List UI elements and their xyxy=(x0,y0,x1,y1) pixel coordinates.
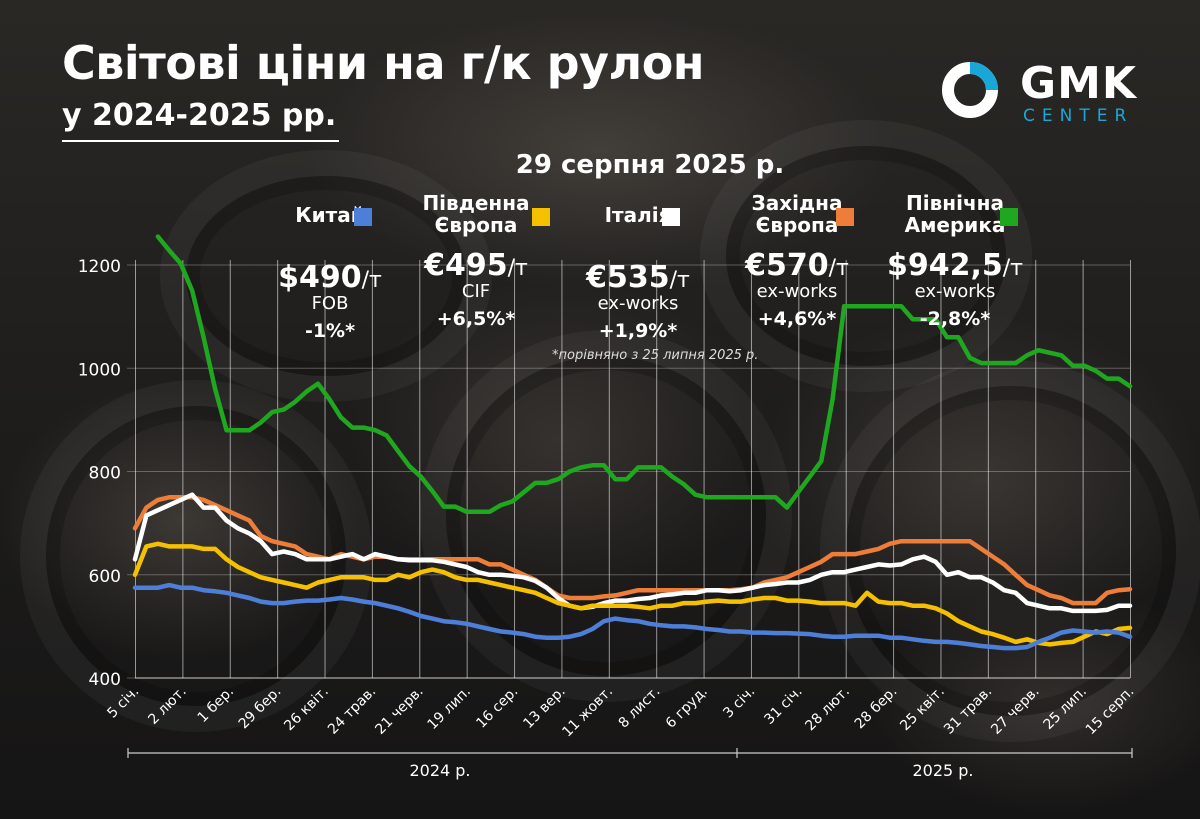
legend-item: Південна Європа €495/т CIF +6,5%* xyxy=(386,192,566,330)
price-value: $490 xyxy=(278,260,362,295)
price-unit: /т xyxy=(1002,256,1023,281)
x-tick-label: 1 бер. xyxy=(195,684,237,726)
x-tick-label: 29 бер. xyxy=(236,684,285,733)
y-tick-label: 600 xyxy=(89,567,121,587)
report-date: 29 серпня 2025 р. xyxy=(515,150,785,180)
gmk-ring-logo-icon xyxy=(942,62,998,118)
legend-name-line: Китай xyxy=(295,203,365,227)
year-label: 2024 р. xyxy=(409,761,470,780)
price-unit: /т xyxy=(828,256,849,281)
x-tick-label: 8 лист. xyxy=(616,684,664,732)
legend-change: +6,5%* xyxy=(436,308,516,330)
legend-item: Китай $490/т FOB -1%* xyxy=(240,204,420,342)
comparison-note: *порівняно з 25 липня 2025 р. xyxy=(552,348,759,363)
gmk-logo: GMK CENTER xyxy=(940,58,1150,128)
legend-price: €535/т xyxy=(548,260,728,295)
year-label: 2025 р. xyxy=(912,761,973,780)
y-tick-label: 1000 xyxy=(78,360,121,380)
legend-basis: CIF xyxy=(461,281,491,302)
legend-price: $490/т xyxy=(240,260,420,295)
y-tick-label: 800 xyxy=(89,464,121,484)
logo-sub: CENTER xyxy=(1023,106,1134,126)
legend-name-line: Європа xyxy=(755,213,839,237)
legend-swatch xyxy=(354,208,372,226)
x-tick-label: 2 лют. xyxy=(145,684,189,728)
x-tick-label: 19 лип. xyxy=(425,684,474,733)
x-tick-label: 28 бер. xyxy=(852,684,901,733)
legend-change: +1,9%* xyxy=(598,320,678,342)
price-unit: /т xyxy=(361,268,382,293)
page-subtitle: у 2024-2025 рр. xyxy=(62,98,337,133)
legend-item: Західна Європа €570/т ex-works +4,6%* xyxy=(707,192,887,330)
y-tick-label: 1200 xyxy=(78,257,121,277)
x-tick-label: 27 черв. xyxy=(988,684,1042,738)
legend-price: €570/т xyxy=(707,248,887,283)
series-line xyxy=(132,582,1133,651)
legend-name-line: Північна xyxy=(906,191,1004,215)
legend-name-line: Італія xyxy=(604,203,672,227)
page-title: Світові ціни на г/к рулон xyxy=(62,36,705,90)
legend-basis: ex-works xyxy=(597,293,679,314)
x-tick-label: 6 груд. xyxy=(663,684,711,732)
legend-swatch xyxy=(836,208,854,226)
legend-item: Італія €535/т ex-works +1,9%* xyxy=(548,204,728,342)
legend-name-line: Західна xyxy=(751,191,843,215)
price-value: $942,5 xyxy=(886,248,1003,283)
x-tick-label: 31 трав. xyxy=(941,684,995,738)
legend-price: €495/т xyxy=(386,248,566,283)
legend-change: +4,6%* xyxy=(757,308,837,330)
legend-swatch xyxy=(1000,208,1018,226)
price-value: €570 xyxy=(745,248,829,283)
legend-name-line: Європа xyxy=(434,213,518,237)
x-tick-label: 15 серп. xyxy=(1083,684,1138,739)
x-tick-label: 28 лют. xyxy=(802,684,853,735)
legend-name: Китай xyxy=(240,204,420,226)
legend-name: Італія xyxy=(548,204,728,226)
series-line xyxy=(132,541,1133,647)
subtitle-underline xyxy=(62,140,339,142)
legend-change: -1%* xyxy=(304,320,356,342)
legend-name-line: Південна xyxy=(422,191,530,215)
legend-basis: ex-works xyxy=(914,281,996,302)
x-tick-label: 24 трав. xyxy=(325,684,379,738)
x-tick-label: 16 сер. xyxy=(473,684,521,732)
x-tick-label: 25 лип. xyxy=(1041,684,1090,733)
x-tick-label: 31 січ. xyxy=(761,684,805,728)
x-tick-label: 21 черв. xyxy=(372,684,426,738)
logo-name: GMK xyxy=(1020,58,1137,109)
legend-name: Західна Європа xyxy=(707,192,887,236)
legend-swatch xyxy=(662,208,680,226)
x-tick-label: 11 жовт. xyxy=(559,684,616,741)
legend-basis: FOB xyxy=(311,293,349,314)
legend-name: Північна Америка xyxy=(865,192,1045,236)
x-tick-label: 13 вер. xyxy=(520,684,568,732)
legend-basis: ex-works xyxy=(756,281,838,302)
legend-item: Північна Америка $942,5/т ex-works -2,8%* xyxy=(865,192,1045,330)
legend-price: $942,5/т xyxy=(865,248,1045,283)
x-tick-label: 3 січ. xyxy=(720,684,758,722)
price-value: €535 xyxy=(586,260,670,295)
legend-name: Південна Європа xyxy=(386,192,566,236)
legend-swatch xyxy=(532,208,550,226)
series-line xyxy=(132,492,1133,614)
chart-lines xyxy=(132,234,1133,651)
price-unit: /т xyxy=(669,268,690,293)
price-value: €495 xyxy=(424,248,508,283)
series-line xyxy=(132,495,1133,606)
legend-name-line: Америка xyxy=(904,213,1006,237)
price-unit: /т xyxy=(507,256,528,281)
series-line xyxy=(155,234,1133,515)
legend-change: -2,8%* xyxy=(919,308,991,330)
y-tick-label: 400 xyxy=(89,670,121,690)
